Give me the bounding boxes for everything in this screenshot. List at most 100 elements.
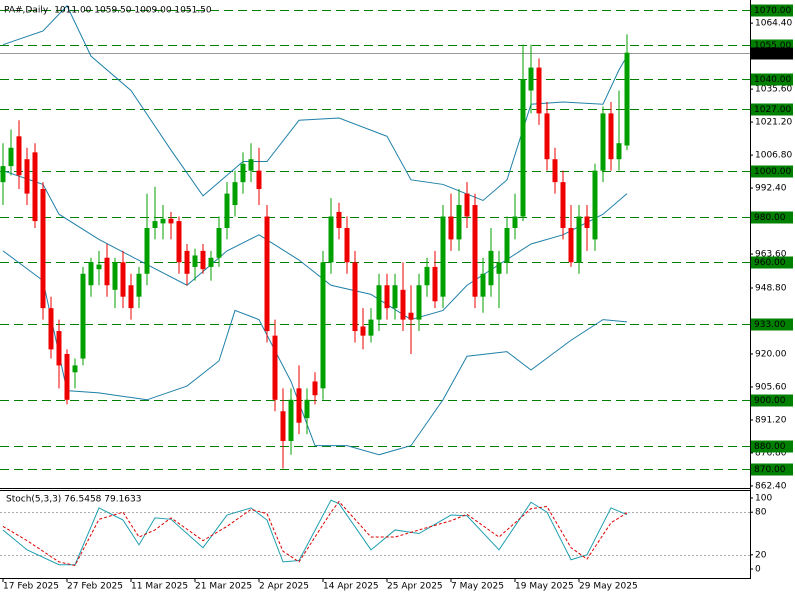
candle-body xyxy=(232,182,238,206)
candle-body xyxy=(544,113,550,160)
candle-body xyxy=(480,273,486,297)
candle-body xyxy=(216,227,222,258)
candle-body xyxy=(336,211,342,228)
candle-body xyxy=(440,216,446,297)
x-tick-label: 29 May 2025 xyxy=(579,582,638,592)
candle-body xyxy=(88,262,94,286)
y-tick-label: 20 xyxy=(755,550,767,560)
candle-body xyxy=(272,335,278,400)
y-tick-label: 891.20 xyxy=(755,415,787,425)
candle-body xyxy=(344,227,350,263)
level-box xyxy=(751,103,793,116)
bollinger-band xyxy=(2,250,628,456)
candle-body xyxy=(472,205,478,297)
level-label: 1040.00 xyxy=(754,75,791,85)
candle-body xyxy=(184,250,190,274)
level-box xyxy=(751,165,793,178)
candle-body xyxy=(520,79,526,217)
y-tick-label: 862.40 xyxy=(755,481,787,491)
candle-body xyxy=(488,250,494,286)
chart-title: PA#,Daily xyxy=(4,6,49,16)
y-tick-label: 100 xyxy=(755,494,772,504)
candle-body xyxy=(432,266,438,302)
candle-body xyxy=(48,308,54,350)
candle-body xyxy=(608,113,614,160)
candle-body xyxy=(296,388,302,423)
level-label: 933.00 xyxy=(754,320,786,330)
candle-body xyxy=(120,262,126,297)
x-tick-label: 25 Apr 2025 xyxy=(387,582,443,592)
candle-body xyxy=(264,216,270,332)
candle-body xyxy=(496,262,502,274)
candle-body xyxy=(152,221,158,228)
candle-body xyxy=(584,216,590,228)
y-tick-label: 920.00 xyxy=(755,349,787,359)
y-tick-label: 1064.40 xyxy=(755,19,792,29)
candle-body xyxy=(56,331,62,366)
candle-body xyxy=(24,159,30,194)
candle-body xyxy=(368,319,374,336)
candle-body xyxy=(40,189,46,309)
level-label: 1055.00 xyxy=(754,41,791,51)
candle-body xyxy=(248,159,254,171)
x-tick-label: 19 May 2025 xyxy=(515,582,574,592)
candle-body xyxy=(456,205,462,240)
candle-body xyxy=(192,255,198,267)
candle-body xyxy=(576,216,582,263)
level-box xyxy=(751,73,793,86)
level-label: 900.00 xyxy=(754,396,786,406)
candle-body xyxy=(8,147,14,167)
candle-body xyxy=(128,285,134,309)
y-tick-label: 948.80 xyxy=(755,283,787,293)
x-tick-label: 11 Mar 2025 xyxy=(131,582,188,592)
candle-body xyxy=(16,136,22,176)
candle-body xyxy=(600,113,606,171)
candle-body xyxy=(536,67,542,114)
stoch-title: Stoch(5,3,3) 76.5458 79.1633 xyxy=(6,495,141,505)
candle-body xyxy=(0,166,6,183)
y-tick-label: 80 xyxy=(755,508,767,518)
candle-body xyxy=(312,381,318,396)
candle-body xyxy=(64,353,70,400)
level-box xyxy=(751,394,793,407)
candle-body xyxy=(552,159,558,183)
y-tick-label: 1021.20 xyxy=(755,118,792,128)
bollinger-band xyxy=(2,4,628,202)
candle-body xyxy=(200,250,206,270)
candle-body xyxy=(72,365,78,373)
ohlc-readout: 1011.00 1059.50 1009.00 1051.50 xyxy=(54,6,212,16)
x-tick-label: 2 Apr 2025 xyxy=(259,582,309,592)
candle-body xyxy=(568,227,574,263)
candle-body xyxy=(360,326,366,336)
y-tick-label: 963.60 xyxy=(755,250,787,260)
candle-body xyxy=(352,262,358,332)
candle-body xyxy=(112,262,118,290)
candle-body xyxy=(208,257,214,267)
candle-body xyxy=(240,163,246,183)
candle-body xyxy=(168,218,174,224)
candle-body xyxy=(176,221,182,263)
candle-body xyxy=(616,143,622,160)
level-box xyxy=(751,318,793,331)
y-tick-label: 992.40 xyxy=(755,184,787,194)
level-label: 980.00 xyxy=(754,213,786,223)
candle-body xyxy=(320,262,326,389)
y-tick-label: 905.60 xyxy=(755,382,787,392)
level-label: 960.00 xyxy=(754,258,786,268)
candle-body xyxy=(624,52,630,146)
candle-body xyxy=(424,266,430,286)
candle-body xyxy=(448,216,454,240)
level-box xyxy=(751,440,793,453)
level-box xyxy=(751,463,793,476)
bollinger-band xyxy=(2,170,628,321)
y-tick-label: 1006.80 xyxy=(755,151,792,161)
candle-body xyxy=(256,170,262,190)
x-tick-label: 21 Mar 2025 xyxy=(195,582,252,592)
y-tick-label: 0 xyxy=(755,565,761,575)
x-tick-label: 14 Apr 2025 xyxy=(323,582,379,592)
level-label: 1070.00 xyxy=(754,6,791,16)
last-price-label: 1051.50 xyxy=(754,49,791,59)
candle-body xyxy=(504,227,510,263)
level-box xyxy=(751,211,793,224)
